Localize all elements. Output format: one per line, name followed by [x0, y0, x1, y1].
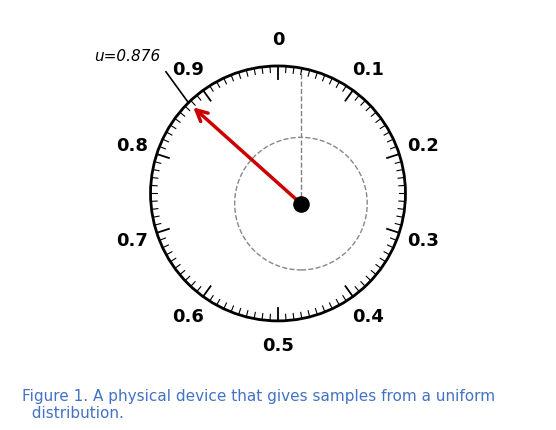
Text: 0.7: 0.7: [117, 232, 148, 250]
Text: 0.4: 0.4: [352, 308, 384, 326]
Text: Figure 1. A physical device that gives samples from a uniform
  distribution.: Figure 1. A physical device that gives s…: [22, 389, 495, 421]
Text: 0: 0: [272, 31, 284, 49]
Text: 0.6: 0.6: [172, 308, 204, 326]
Text: 0.1: 0.1: [352, 61, 384, 79]
Text: 0.3: 0.3: [408, 232, 439, 250]
Text: 0.8: 0.8: [117, 137, 148, 155]
Text: 0.9: 0.9: [172, 61, 204, 79]
Text: 0.2: 0.2: [408, 137, 439, 155]
Text: u=0.876: u=0.876: [95, 49, 161, 64]
Point: [296, 200, 305, 207]
Text: 0.5: 0.5: [262, 338, 294, 355]
